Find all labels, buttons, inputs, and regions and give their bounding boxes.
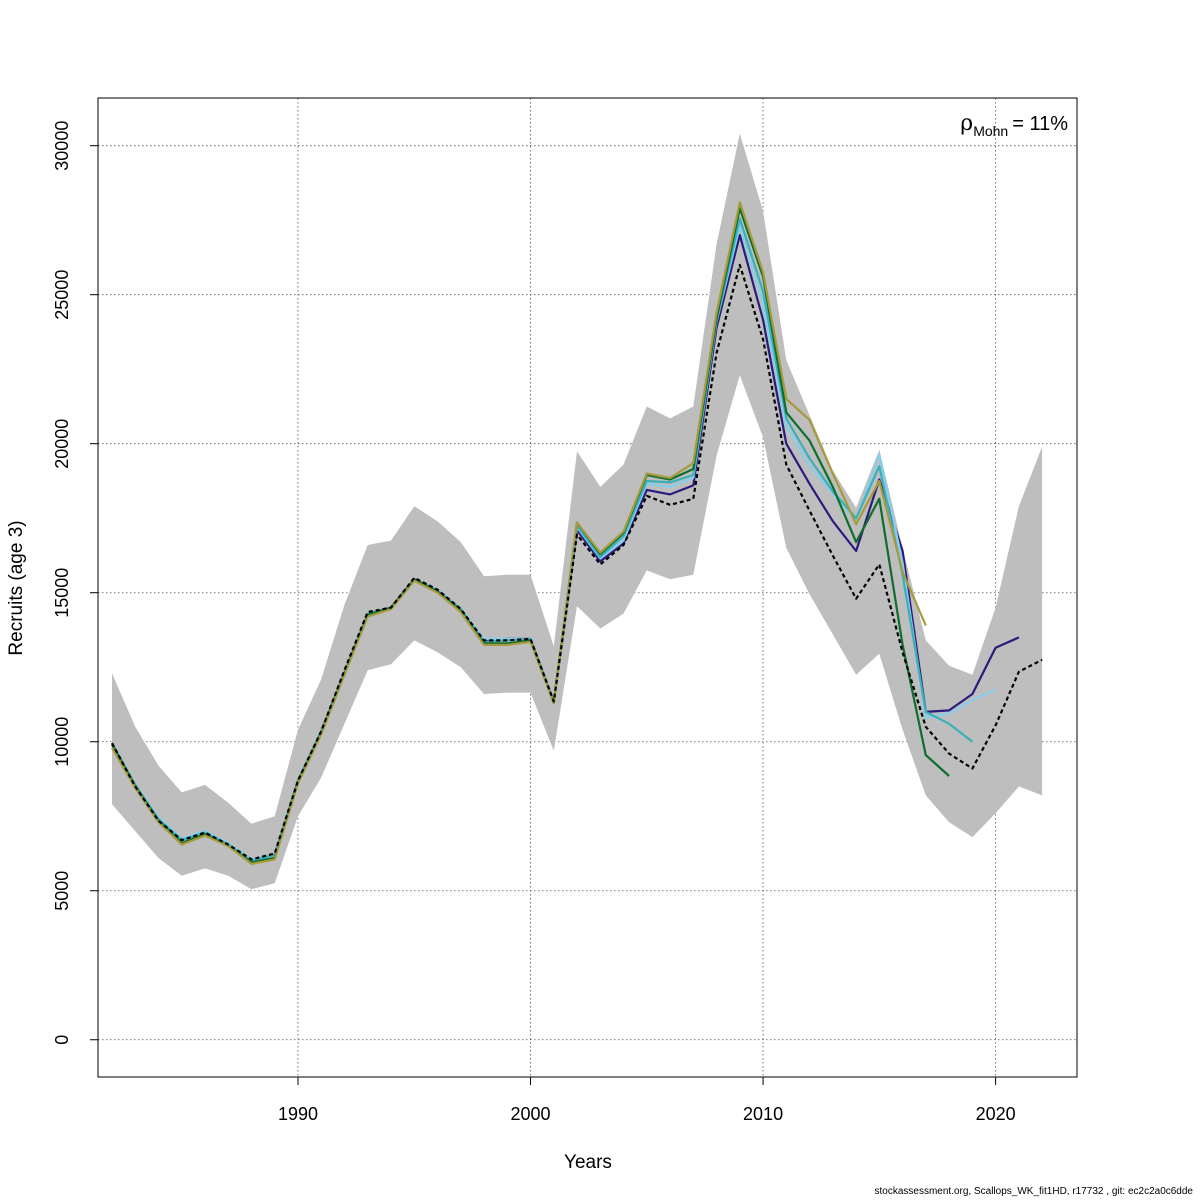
footer-credit: stockassessment.org, Scallops_WK_fit1HD,…	[875, 1186, 1194, 1197]
y-tick-label: 0	[52, 1035, 72, 1045]
mohn-rho-annotation: ρMohn = 11%	[960, 111, 1068, 139]
y-axis-title: Recruits (age 3)	[6, 520, 27, 655]
x-tick-label: 2010	[743, 1104, 783, 1124]
y-axis: 0 5000 10000 15000 20000 25000 30000	[52, 121, 98, 1045]
series-line	[111, 201, 927, 866]
x-tick-label: 2000	[511, 1104, 551, 1124]
series-lines	[111, 201, 1043, 866]
y-tick-label: 20000	[52, 419, 72, 469]
mohn-rho-symbol: ρ	[960, 111, 973, 136]
mohn-rho-value: = 11%	[1012, 113, 1068, 135]
mohn-rho-subscript: Mohn	[973, 123, 1008, 139]
x-tick-label: 2020	[976, 1104, 1016, 1124]
plot-frame	[97, 97, 1078, 1078]
series-line-dashed	[111, 263, 1043, 861]
x-axis-title: Years	[564, 1152, 612, 1173]
confidence-band	[112, 133, 1043, 890]
y-tick-label: 5000	[52, 871, 72, 911]
y-tick-label: 30000	[52, 121, 72, 171]
x-tick-label: 1990	[278, 1104, 318, 1124]
y-tick-label: 15000	[52, 568, 72, 618]
x-axis: 1990 2000 2010 2020	[278, 1077, 1016, 1124]
confidence-band-area	[112, 133, 1043, 890]
y-tick-label: 10000	[52, 717, 72, 767]
y-tick-label: 25000	[52, 270, 72, 320]
